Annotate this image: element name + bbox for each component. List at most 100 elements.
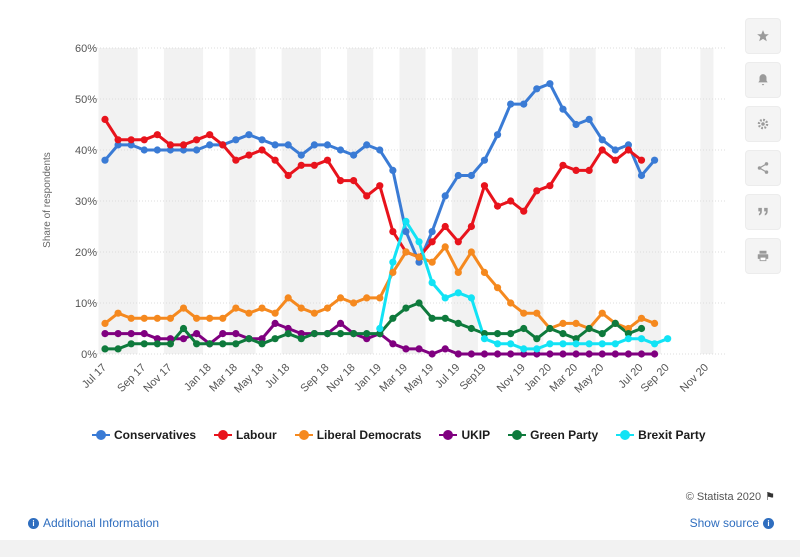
data-point-ukip (402, 345, 410, 353)
data-point-ukip (336, 319, 345, 327)
x-tick-label: Sep 18 (298, 362, 331, 395)
print-button[interactable] (745, 238, 781, 274)
data-point-ukip (428, 350, 436, 358)
additional-information-label: Additional Information (43, 516, 160, 530)
data-point-green-party (546, 324, 554, 333)
data-point-labour (559, 161, 567, 169)
quote-icon (758, 207, 768, 216)
legend-label: Green Party (530, 428, 599, 442)
data-point-brexit-party (533, 345, 541, 353)
data-point-labour (192, 136, 201, 144)
data-point-labour (546, 182, 554, 190)
data-point-green-party (336, 330, 345, 338)
legend-item-brexit-party[interactable]: Brexit Party (616, 428, 706, 442)
data-point-liberal-democrats (389, 268, 397, 276)
data-point-liberal-democrats (480, 268, 489, 276)
legend-item-liberal-democrats[interactable]: Liberal Democrats (294, 428, 421, 442)
notification-button[interactable] (745, 62, 781, 98)
legend-label: Labour (236, 428, 277, 442)
show-source-link[interactable]: Show source i (690, 516, 774, 530)
share-button[interactable] (745, 150, 781, 186)
data-point-brexit-party (585, 340, 593, 348)
data-point-ukip (258, 335, 266, 343)
legend-item-green-party[interactable]: Green Party (508, 428, 598, 442)
settings-button[interactable] (745, 106, 781, 142)
y-axis-label: Share of respondents (42, 152, 53, 248)
data-point-conservatives (546, 80, 554, 88)
data-point-green-party (559, 330, 567, 338)
data-point-green-party (428, 314, 436, 322)
data-point-conservatives (258, 136, 266, 144)
additional-information-link[interactable]: i Additional Information (28, 516, 159, 530)
data-point-labour (585, 166, 593, 174)
data-point-labour (310, 161, 318, 169)
y-tick-labels: 0% 10% 20% 30% 40% 50% 60% (75, 43, 97, 361)
favorite-button[interactable] (745, 18, 781, 54)
data-point-conservatives (153, 146, 161, 154)
data-point-green-party (114, 345, 122, 353)
data-point-conservatives (624, 141, 633, 149)
y-tick-label: 0% (81, 349, 97, 361)
data-point-conservatives (206, 141, 214, 149)
legend-item-ukip[interactable]: UKIP (439, 428, 490, 442)
data-point-green-party (402, 304, 410, 312)
data-point-brexit-party (480, 335, 489, 343)
data-point-liberal-democrats (219, 314, 227, 322)
data-point-ukip (127, 330, 135, 338)
data-point-green-party (232, 340, 240, 348)
data-point-labour (611, 156, 619, 164)
legend-item-labour[interactable]: Labour (214, 428, 277, 442)
data-point-labour (140, 136, 148, 144)
data-point-liberal-democrats (206, 314, 214, 322)
data-point-ukip (232, 330, 240, 338)
data-point-ukip (179, 335, 188, 343)
data-point-labour (428, 238, 436, 246)
data-point-ukip (389, 340, 397, 348)
data-point-conservatives (310, 141, 318, 149)
data-point-ukip (493, 350, 502, 358)
data-point-liberal-democrats (507, 299, 515, 307)
data-point-ukip (467, 350, 475, 358)
gear-icon (757, 118, 769, 130)
data-point-green-party (284, 330, 292, 338)
data-point-conservatives (245, 131, 253, 139)
data-point-ukip (598, 350, 606, 358)
data-point-labour (114, 136, 122, 144)
x-tick-label: May 20 (572, 362, 606, 396)
data-point-liberal-democrats (140, 314, 148, 322)
data-point-green-party (153, 340, 161, 348)
data-point-ukip (415, 345, 423, 353)
data-point-labour (363, 192, 371, 200)
flag-icon[interactable]: ⚑ (765, 491, 775, 503)
y-tick-label: 10% (75, 298, 97, 310)
data-point-brexit-party (520, 345, 528, 353)
data-point-ukip (153, 335, 161, 343)
data-point-liberal-democrats (127, 314, 135, 322)
data-point-liberal-democrats (559, 319, 567, 327)
data-point-green-party (389, 314, 397, 322)
x-tick-label: Jul 18 (263, 362, 292, 391)
legend-marker (92, 430, 110, 440)
data-point-conservatives (166, 146, 175, 154)
data-point-ukip (533, 350, 541, 358)
cite-button[interactable] (745, 194, 781, 230)
data-point-green-party (376, 330, 384, 338)
data-point-liberal-democrats (454, 268, 462, 276)
data-point-labour (127, 136, 135, 144)
data-point-conservatives (192, 146, 201, 154)
data-point-conservatives (127, 141, 135, 149)
data-point-labour (533, 187, 541, 195)
legend-marker (294, 430, 313, 440)
data-point-brexit-party (624, 335, 633, 343)
data-point-ukip (480, 350, 489, 358)
data-point-liberal-democrats (114, 309, 122, 317)
share-icon (757, 162, 769, 174)
legend-item-conservatives[interactable]: Conservatives (92, 428, 196, 442)
data-point-labour (245, 151, 253, 159)
data-point-conservatives (232, 136, 240, 144)
data-point-liberal-democrats (493, 284, 502, 292)
data-point-green-party (219, 340, 227, 348)
data-point-conservatives (389, 166, 397, 174)
background-band (347, 48, 374, 354)
